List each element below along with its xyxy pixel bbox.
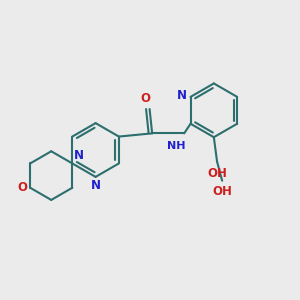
- Text: N: N: [91, 179, 100, 192]
- Text: OH: OH: [207, 167, 227, 180]
- Text: N: N: [177, 89, 187, 102]
- Text: N: N: [74, 148, 84, 161]
- Text: O: O: [17, 181, 27, 194]
- Text: O: O: [140, 92, 150, 105]
- Text: NH: NH: [167, 141, 185, 151]
- Text: OH: OH: [212, 184, 232, 198]
